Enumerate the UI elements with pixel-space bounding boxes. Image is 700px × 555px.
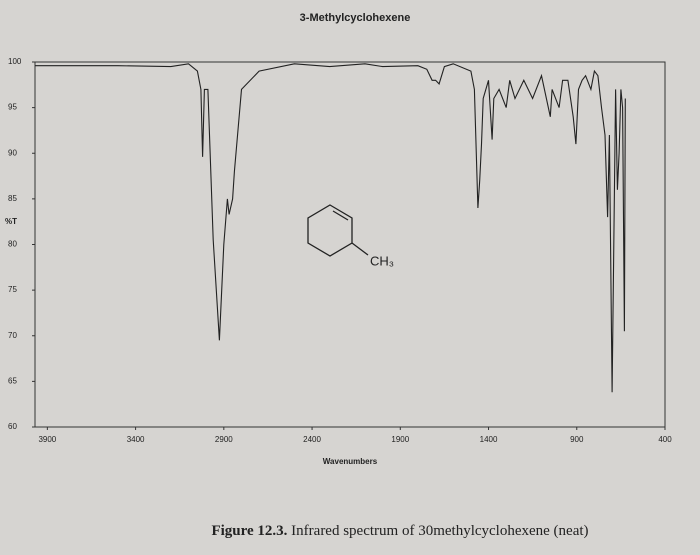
x-tick-label: 400 [658,435,672,444]
chart-title: 3-Methylcyclohexene [300,12,411,24]
y-axis-label: %T [5,217,17,226]
x-tick-label: 3900 [38,435,56,444]
caption: Figure 12.3. Infrared spectrum of 30meth… [211,523,588,539]
x-tick-label: 2400 [303,435,321,444]
x-axis-label: Wavenumbers [323,457,378,466]
y-tick-label: 85 [8,194,17,203]
x-tick-label: 2900 [215,435,233,444]
y-tick-label: 70 [8,331,17,340]
y-tick-label: 95 [8,103,17,112]
x-tick-label: 1900 [391,435,409,444]
y-tick-label: 65 [8,376,17,385]
figure-label: Figure 12.3. [211,523,287,539]
y-tick-label: 90 [8,148,17,157]
spectrum-line [35,63,626,393]
x-tick-label: 3400 [127,435,145,444]
x-tick-label: 1400 [480,435,498,444]
y-tick-label: 80 [8,240,17,249]
y-tick-label: 60 [8,422,17,431]
y-tick-label: 75 [8,285,17,294]
x-tick-label: 900 [570,435,584,444]
molecule-label: CH₃ [370,253,394,268]
caption-text: Infrared spectrum of 30methylcyclohexene… [291,523,588,539]
molecule [307,204,369,257]
double-bond [332,210,349,221]
ring [307,204,353,257]
y-tick-label: 100 [8,57,22,66]
methyl-bond [351,242,369,256]
